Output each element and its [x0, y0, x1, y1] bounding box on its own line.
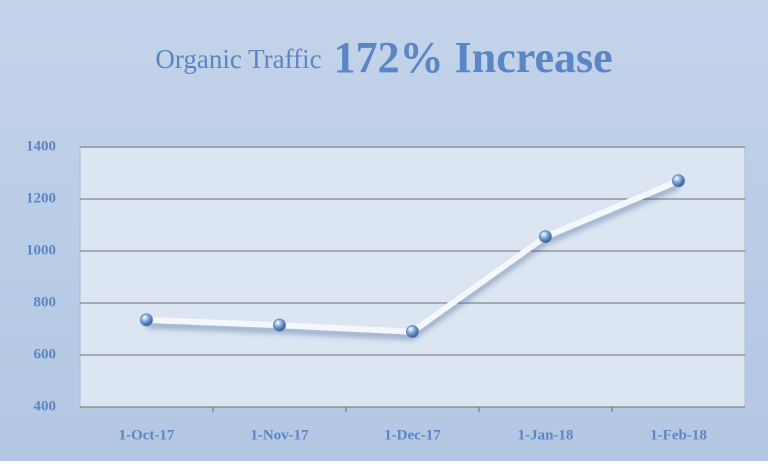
title-text: Organic Traffic	[155, 44, 321, 74]
plot-area	[79, 146, 746, 408]
y-tick-label: 400	[34, 398, 57, 414]
x-tick-label: 1-Jan-18	[518, 427, 574, 443]
y-tick-label: 1000	[26, 242, 56, 258]
y-tick-label: 600	[34, 346, 57, 362]
y-tick-label: 1200	[26, 190, 56, 206]
x-tick-label: 1-Oct-17	[119, 427, 175, 443]
x-tick-label: 1-Dec-17	[384, 427, 441, 443]
marker	[406, 325, 419, 339]
y-tick-label: 1400	[26, 138, 56, 154]
marker	[672, 174, 685, 188]
marker	[539, 230, 552, 244]
y-tick-label: 800	[34, 294, 57, 310]
chart-title: Organic Traffic 172% Increase	[155, 33, 612, 82]
x-tick-label: 1-Feb-18	[650, 427, 707, 443]
marker	[273, 318, 286, 332]
marker	[140, 313, 153, 327]
x-tick-label: 1-Nov-17	[250, 427, 309, 443]
title-emphasis: 172% Increase	[334, 33, 613, 82]
